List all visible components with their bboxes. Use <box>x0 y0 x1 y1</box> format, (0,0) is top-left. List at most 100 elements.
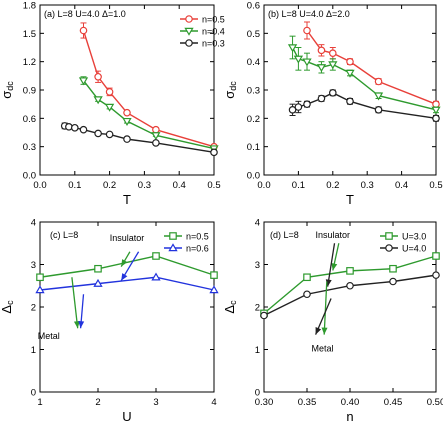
legend-entry: U=3.0 <box>380 232 426 242</box>
x-tick-label: 2 <box>95 397 100 408</box>
legend-entry: n=0.4 <box>180 27 225 37</box>
series-line <box>291 47 437 111</box>
y-tick-label: 1.5 <box>23 29 36 40</box>
x-tick-label: 0.5 <box>207 180 220 191</box>
annotation-arrow <box>323 281 328 335</box>
panel-label: (b) L=8 U=4.0 Δ=2.0 <box>268 9 350 19</box>
y-tick-label: 0.6 <box>247 1 260 12</box>
legend-marker <box>385 244 393 252</box>
data-point <box>329 49 337 57</box>
data-point <box>94 129 102 138</box>
y-tick-label: 4 <box>255 218 260 229</box>
legend-label: U=3.0 <box>402 232 426 242</box>
data-point <box>346 267 354 275</box>
legend-marker <box>169 232 177 240</box>
legend-entry: n=0.5 <box>180 15 225 25</box>
x-tick-label: 0.1 <box>292 180 305 191</box>
plot-frame <box>263 4 437 176</box>
data-point <box>389 277 397 286</box>
data-point <box>287 44 298 53</box>
data-point <box>294 103 303 111</box>
annotation-arrow-head <box>73 320 80 329</box>
x-tick-label: 0.35 <box>298 397 317 408</box>
y-axis-label-sub: c <box>5 300 15 305</box>
data-point <box>94 72 102 81</box>
annotation-label: Insulator <box>110 233 145 243</box>
y-tick-label: 0.4 <box>247 57 260 68</box>
data-point <box>105 130 114 139</box>
y-axis-label: σdc <box>0 81 15 99</box>
annotation-label: Metal <box>311 344 333 354</box>
data-point <box>152 139 160 147</box>
data-point <box>151 132 161 141</box>
series-n=0.5 <box>303 21 440 108</box>
data-point <box>303 26 311 35</box>
legend-label: n=0.5 <box>202 15 225 25</box>
data-point <box>123 108 131 117</box>
data-point <box>70 123 79 132</box>
legend-marker <box>185 15 193 23</box>
data-point <box>303 273 311 282</box>
data-point <box>260 311 268 320</box>
data-point <box>94 264 102 273</box>
data-point <box>210 271 218 279</box>
x-tick-label: 0.4 <box>173 180 186 191</box>
data-point <box>346 97 354 106</box>
data-point <box>209 285 219 294</box>
data-point <box>373 92 384 101</box>
y-tick-label: 0.5 <box>247 29 260 40</box>
x-tick-label: 0.50 <box>427 397 443 408</box>
y-tick-label: 2 <box>255 303 260 314</box>
y-tick-label: 0.3 <box>247 86 260 97</box>
x-tick-label: 0.0 <box>257 180 270 191</box>
y-tick-label: 0.0 <box>23 171 36 182</box>
data-point <box>345 69 355 78</box>
data-point <box>123 135 131 143</box>
data-point <box>36 273 44 282</box>
series-line <box>306 30 437 105</box>
series-line <box>39 255 215 278</box>
data-point <box>303 100 311 108</box>
legend-marker <box>185 39 193 47</box>
data-point <box>151 272 161 281</box>
y-tick-label: 1 <box>255 345 260 356</box>
data-point <box>288 106 297 114</box>
y-tick-label: 0.2 <box>247 114 260 125</box>
x-axis-label: T <box>123 192 131 207</box>
series-n=0.4 <box>78 76 219 154</box>
y-tick-label: 0.3 <box>23 142 36 153</box>
panel-label: (d) L=8 <box>270 230 299 240</box>
x-axis-label: n <box>346 409 353 424</box>
panel-label: (c) L=8 <box>50 230 78 240</box>
data-point <box>432 271 440 279</box>
data-point <box>302 58 312 67</box>
series-n=0.5 <box>36 252 218 282</box>
series-line <box>263 274 437 317</box>
x-tick-label: 0.2 <box>103 180 116 191</box>
x-axis-label: T <box>346 192 354 207</box>
y-axis-label: Δc <box>0 300 15 314</box>
x-tick-label: 0.30 <box>255 397 274 408</box>
annotation-label: Insulator <box>316 230 351 240</box>
y-axis-label: Δc <box>222 300 238 314</box>
y-axis-label-sub: c <box>228 300 238 305</box>
y-tick-label: 4 <box>31 218 36 229</box>
legend-label: n=0.6 <box>186 244 209 254</box>
legend-entry: U=4.0 <box>380 244 426 254</box>
annotation-arrow-head <box>321 327 328 335</box>
data-point <box>303 290 311 299</box>
y-tick-label: 0 <box>31 388 36 399</box>
legend-marker <box>168 243 178 252</box>
data-point <box>152 125 160 134</box>
x-tick-label: 0.5 <box>429 180 442 191</box>
x-tick-label: 0.3 <box>361 180 374 191</box>
data-point <box>317 94 326 103</box>
y-axis-label-main: σ <box>0 91 14 99</box>
data-point <box>104 103 115 112</box>
panel-label: (a) L=8 U=4.0 Δ=1.0 <box>44 9 126 19</box>
panel-b: 0.0 0.1 0.2 0.3 0.4 0.5 0.0 0.1 0.2 0.3 0.4 0.5 0.6 T… <box>247 1 443 208</box>
data-point <box>35 285 45 294</box>
data-point <box>78 77 89 86</box>
y-axis-label-main: Δ <box>222 305 237 314</box>
data-point <box>329 89 337 97</box>
